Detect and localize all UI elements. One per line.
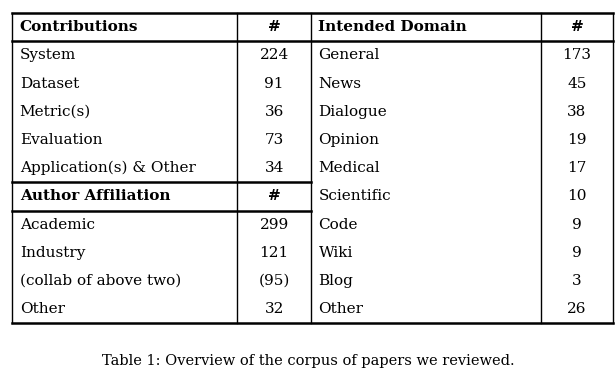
Text: Author Affiliation: Author Affiliation xyxy=(20,190,170,203)
Text: General: General xyxy=(318,49,380,62)
Text: (95): (95) xyxy=(259,274,290,288)
Text: Table 1: Overview of the corpus of papers we reviewed.: Table 1: Overview of the corpus of paper… xyxy=(102,354,514,368)
Text: Intended Domain: Intended Domain xyxy=(318,20,467,34)
Text: (collab of above two): (collab of above two) xyxy=(20,274,181,288)
Text: 45: 45 xyxy=(567,77,586,91)
Text: #: # xyxy=(570,20,583,34)
Text: 34: 34 xyxy=(264,161,284,175)
Text: 73: 73 xyxy=(264,133,284,147)
Text: 299: 299 xyxy=(259,218,289,232)
Text: 121: 121 xyxy=(259,246,289,260)
Text: 32: 32 xyxy=(264,302,284,316)
Text: System: System xyxy=(20,49,76,62)
Text: 26: 26 xyxy=(567,302,586,316)
Text: 9: 9 xyxy=(572,218,582,232)
Text: Wiki: Wiki xyxy=(318,246,353,260)
Text: 38: 38 xyxy=(567,105,586,119)
Text: 17: 17 xyxy=(567,161,586,175)
Text: #: # xyxy=(268,190,280,203)
Text: Evaluation: Evaluation xyxy=(20,133,102,147)
Text: Dataset: Dataset xyxy=(20,77,79,91)
Text: 36: 36 xyxy=(264,105,284,119)
Text: 91: 91 xyxy=(264,77,284,91)
Text: 10: 10 xyxy=(567,190,586,203)
Text: 9: 9 xyxy=(572,246,582,260)
Text: Academic: Academic xyxy=(20,218,95,232)
Text: #: # xyxy=(268,20,280,34)
Text: 173: 173 xyxy=(562,49,591,62)
Text: Opinion: Opinion xyxy=(318,133,379,147)
Text: 224: 224 xyxy=(259,49,289,62)
Text: Other: Other xyxy=(20,302,65,316)
Text: Contributions: Contributions xyxy=(20,20,138,34)
Text: Metric(s): Metric(s) xyxy=(20,105,91,119)
Text: News: News xyxy=(318,77,362,91)
Text: 3: 3 xyxy=(572,274,582,288)
Text: Medical: Medical xyxy=(318,161,380,175)
Text: Scientific: Scientific xyxy=(318,190,391,203)
Text: Industry: Industry xyxy=(20,246,85,260)
Text: Code: Code xyxy=(318,218,358,232)
Text: Application(s) & Other: Application(s) & Other xyxy=(20,161,196,176)
Text: Other: Other xyxy=(318,302,363,316)
Text: Dialogue: Dialogue xyxy=(318,105,387,119)
Text: 19: 19 xyxy=(567,133,586,147)
Text: Blog: Blog xyxy=(318,274,354,288)
